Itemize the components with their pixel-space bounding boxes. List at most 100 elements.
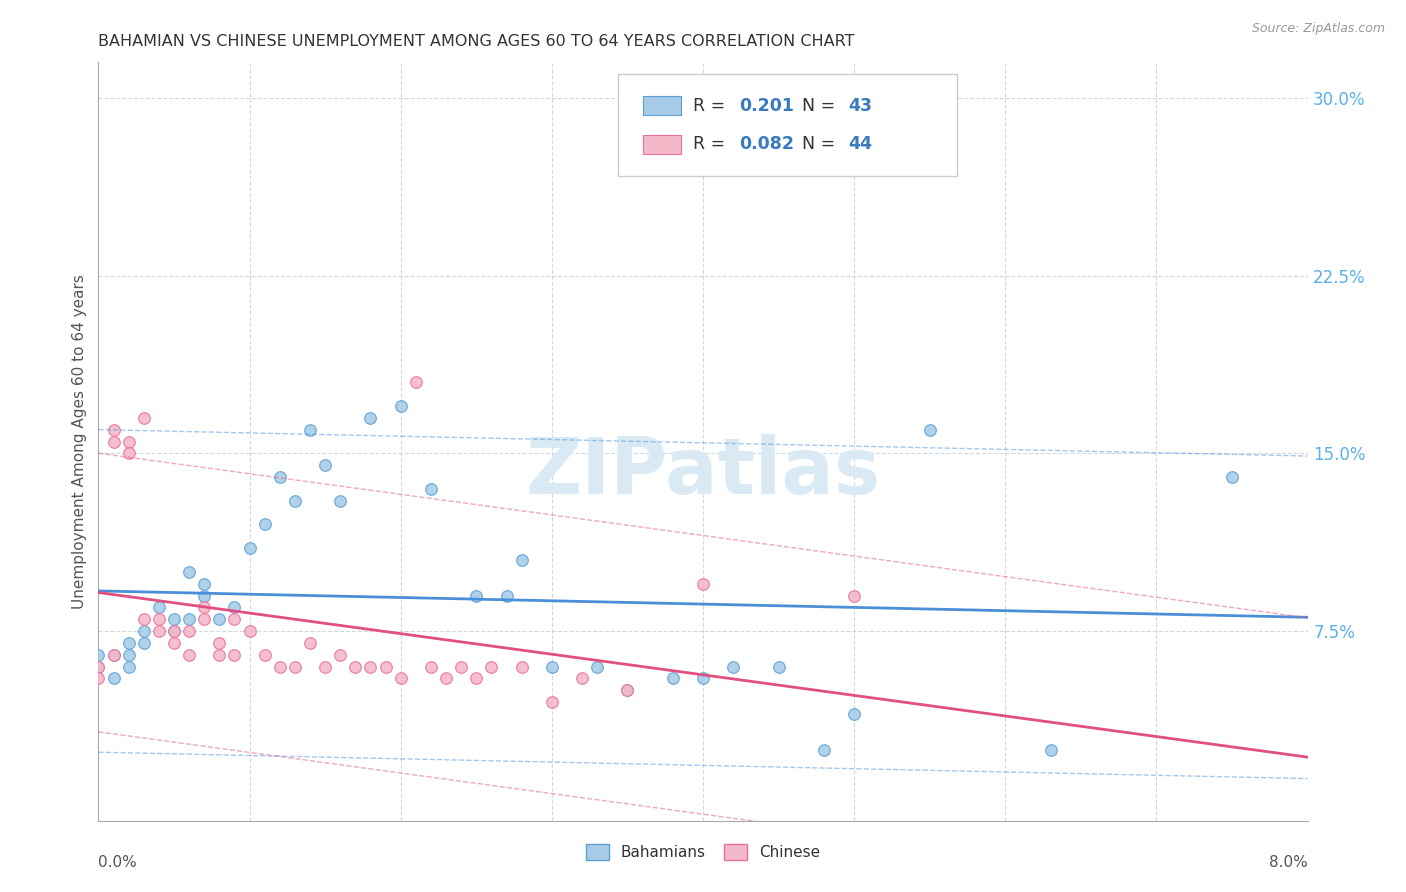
Point bbox=[389, 672, 412, 686]
Point bbox=[103, 648, 125, 662]
Point bbox=[1039, 742, 1062, 756]
Point bbox=[253, 648, 276, 662]
Text: 43: 43 bbox=[848, 97, 872, 115]
Point bbox=[844, 706, 866, 721]
Point bbox=[269, 470, 291, 484]
Point bbox=[299, 423, 322, 437]
Point bbox=[434, 672, 457, 686]
Point bbox=[132, 612, 155, 626]
Point bbox=[269, 659, 291, 673]
Text: 44: 44 bbox=[848, 136, 872, 153]
Point bbox=[103, 672, 125, 686]
Point bbox=[87, 659, 110, 673]
Point bbox=[224, 612, 246, 626]
Point bbox=[540, 659, 562, 673]
Text: BAHAMIAN VS CHINESE UNEMPLOYMENT AMONG AGES 60 TO 64 YEARS CORRELATION CHART: BAHAMIAN VS CHINESE UNEMPLOYMENT AMONG A… bbox=[98, 34, 855, 49]
Point bbox=[163, 636, 186, 650]
Point bbox=[405, 376, 427, 390]
Point bbox=[329, 493, 352, 508]
Bar bbox=[643, 135, 682, 153]
Point bbox=[132, 410, 155, 425]
Point bbox=[148, 600, 170, 615]
Point bbox=[465, 672, 488, 686]
Text: 8.0%: 8.0% bbox=[1268, 855, 1308, 870]
Point bbox=[118, 636, 141, 650]
Point bbox=[314, 659, 336, 673]
Point bbox=[1220, 470, 1243, 484]
Point bbox=[692, 576, 714, 591]
Legend: Bahamians, Chinese: Bahamians, Chinese bbox=[579, 838, 827, 866]
Point bbox=[450, 659, 472, 673]
Point bbox=[481, 659, 503, 673]
Point bbox=[389, 399, 412, 413]
Point bbox=[103, 434, 125, 449]
Point bbox=[420, 482, 443, 496]
Y-axis label: Unemployment Among Ages 60 to 64 years: Unemployment Among Ages 60 to 64 years bbox=[72, 274, 87, 609]
Text: N =: N = bbox=[803, 97, 841, 115]
Point bbox=[360, 659, 382, 673]
Point bbox=[510, 553, 533, 567]
Text: 0.0%: 0.0% bbox=[98, 855, 138, 870]
Point bbox=[118, 434, 141, 449]
Point bbox=[224, 648, 246, 662]
Point bbox=[616, 683, 638, 698]
Point bbox=[118, 648, 141, 662]
Point bbox=[208, 612, 231, 626]
Point bbox=[284, 659, 307, 673]
Point bbox=[179, 624, 201, 639]
Point bbox=[163, 612, 186, 626]
Text: N =: N = bbox=[803, 136, 841, 153]
Text: R =: R = bbox=[693, 97, 731, 115]
Point bbox=[87, 659, 110, 673]
Point bbox=[616, 683, 638, 698]
Point bbox=[510, 659, 533, 673]
Point bbox=[239, 541, 262, 556]
Point bbox=[768, 659, 790, 673]
Point bbox=[208, 636, 231, 650]
FancyBboxPatch shape bbox=[619, 74, 957, 177]
Point bbox=[253, 517, 276, 532]
Point bbox=[193, 589, 215, 603]
Point bbox=[239, 624, 262, 639]
Text: R =: R = bbox=[693, 136, 731, 153]
Point bbox=[571, 672, 593, 686]
Point bbox=[132, 624, 155, 639]
Point bbox=[148, 612, 170, 626]
Point bbox=[495, 589, 517, 603]
Point bbox=[103, 423, 125, 437]
Point bbox=[692, 672, 714, 686]
Text: ZIPatlas: ZIPatlas bbox=[526, 434, 880, 510]
Point bbox=[193, 600, 215, 615]
Point bbox=[87, 648, 110, 662]
Point bbox=[179, 648, 201, 662]
Point bbox=[360, 410, 382, 425]
Point bbox=[723, 659, 745, 673]
Point bbox=[118, 446, 141, 460]
Point bbox=[813, 742, 835, 756]
Text: Source: ZipAtlas.com: Source: ZipAtlas.com bbox=[1251, 22, 1385, 36]
Point bbox=[193, 576, 215, 591]
Point bbox=[661, 672, 683, 686]
Point bbox=[465, 589, 488, 603]
Point bbox=[540, 695, 562, 709]
Point bbox=[179, 612, 201, 626]
Point bbox=[103, 648, 125, 662]
Point bbox=[844, 589, 866, 603]
Bar bbox=[643, 96, 682, 115]
Point bbox=[299, 636, 322, 650]
Point bbox=[193, 612, 215, 626]
Point bbox=[118, 659, 141, 673]
Point bbox=[329, 648, 352, 662]
Point bbox=[163, 624, 186, 639]
Point bbox=[314, 458, 336, 473]
Point bbox=[179, 565, 201, 579]
Point bbox=[918, 423, 941, 437]
Point bbox=[374, 659, 396, 673]
Point bbox=[586, 659, 609, 673]
Point bbox=[148, 624, 170, 639]
Text: 0.201: 0.201 bbox=[740, 97, 794, 115]
Point bbox=[208, 648, 231, 662]
Point bbox=[420, 659, 443, 673]
Point bbox=[132, 636, 155, 650]
Point bbox=[284, 493, 307, 508]
